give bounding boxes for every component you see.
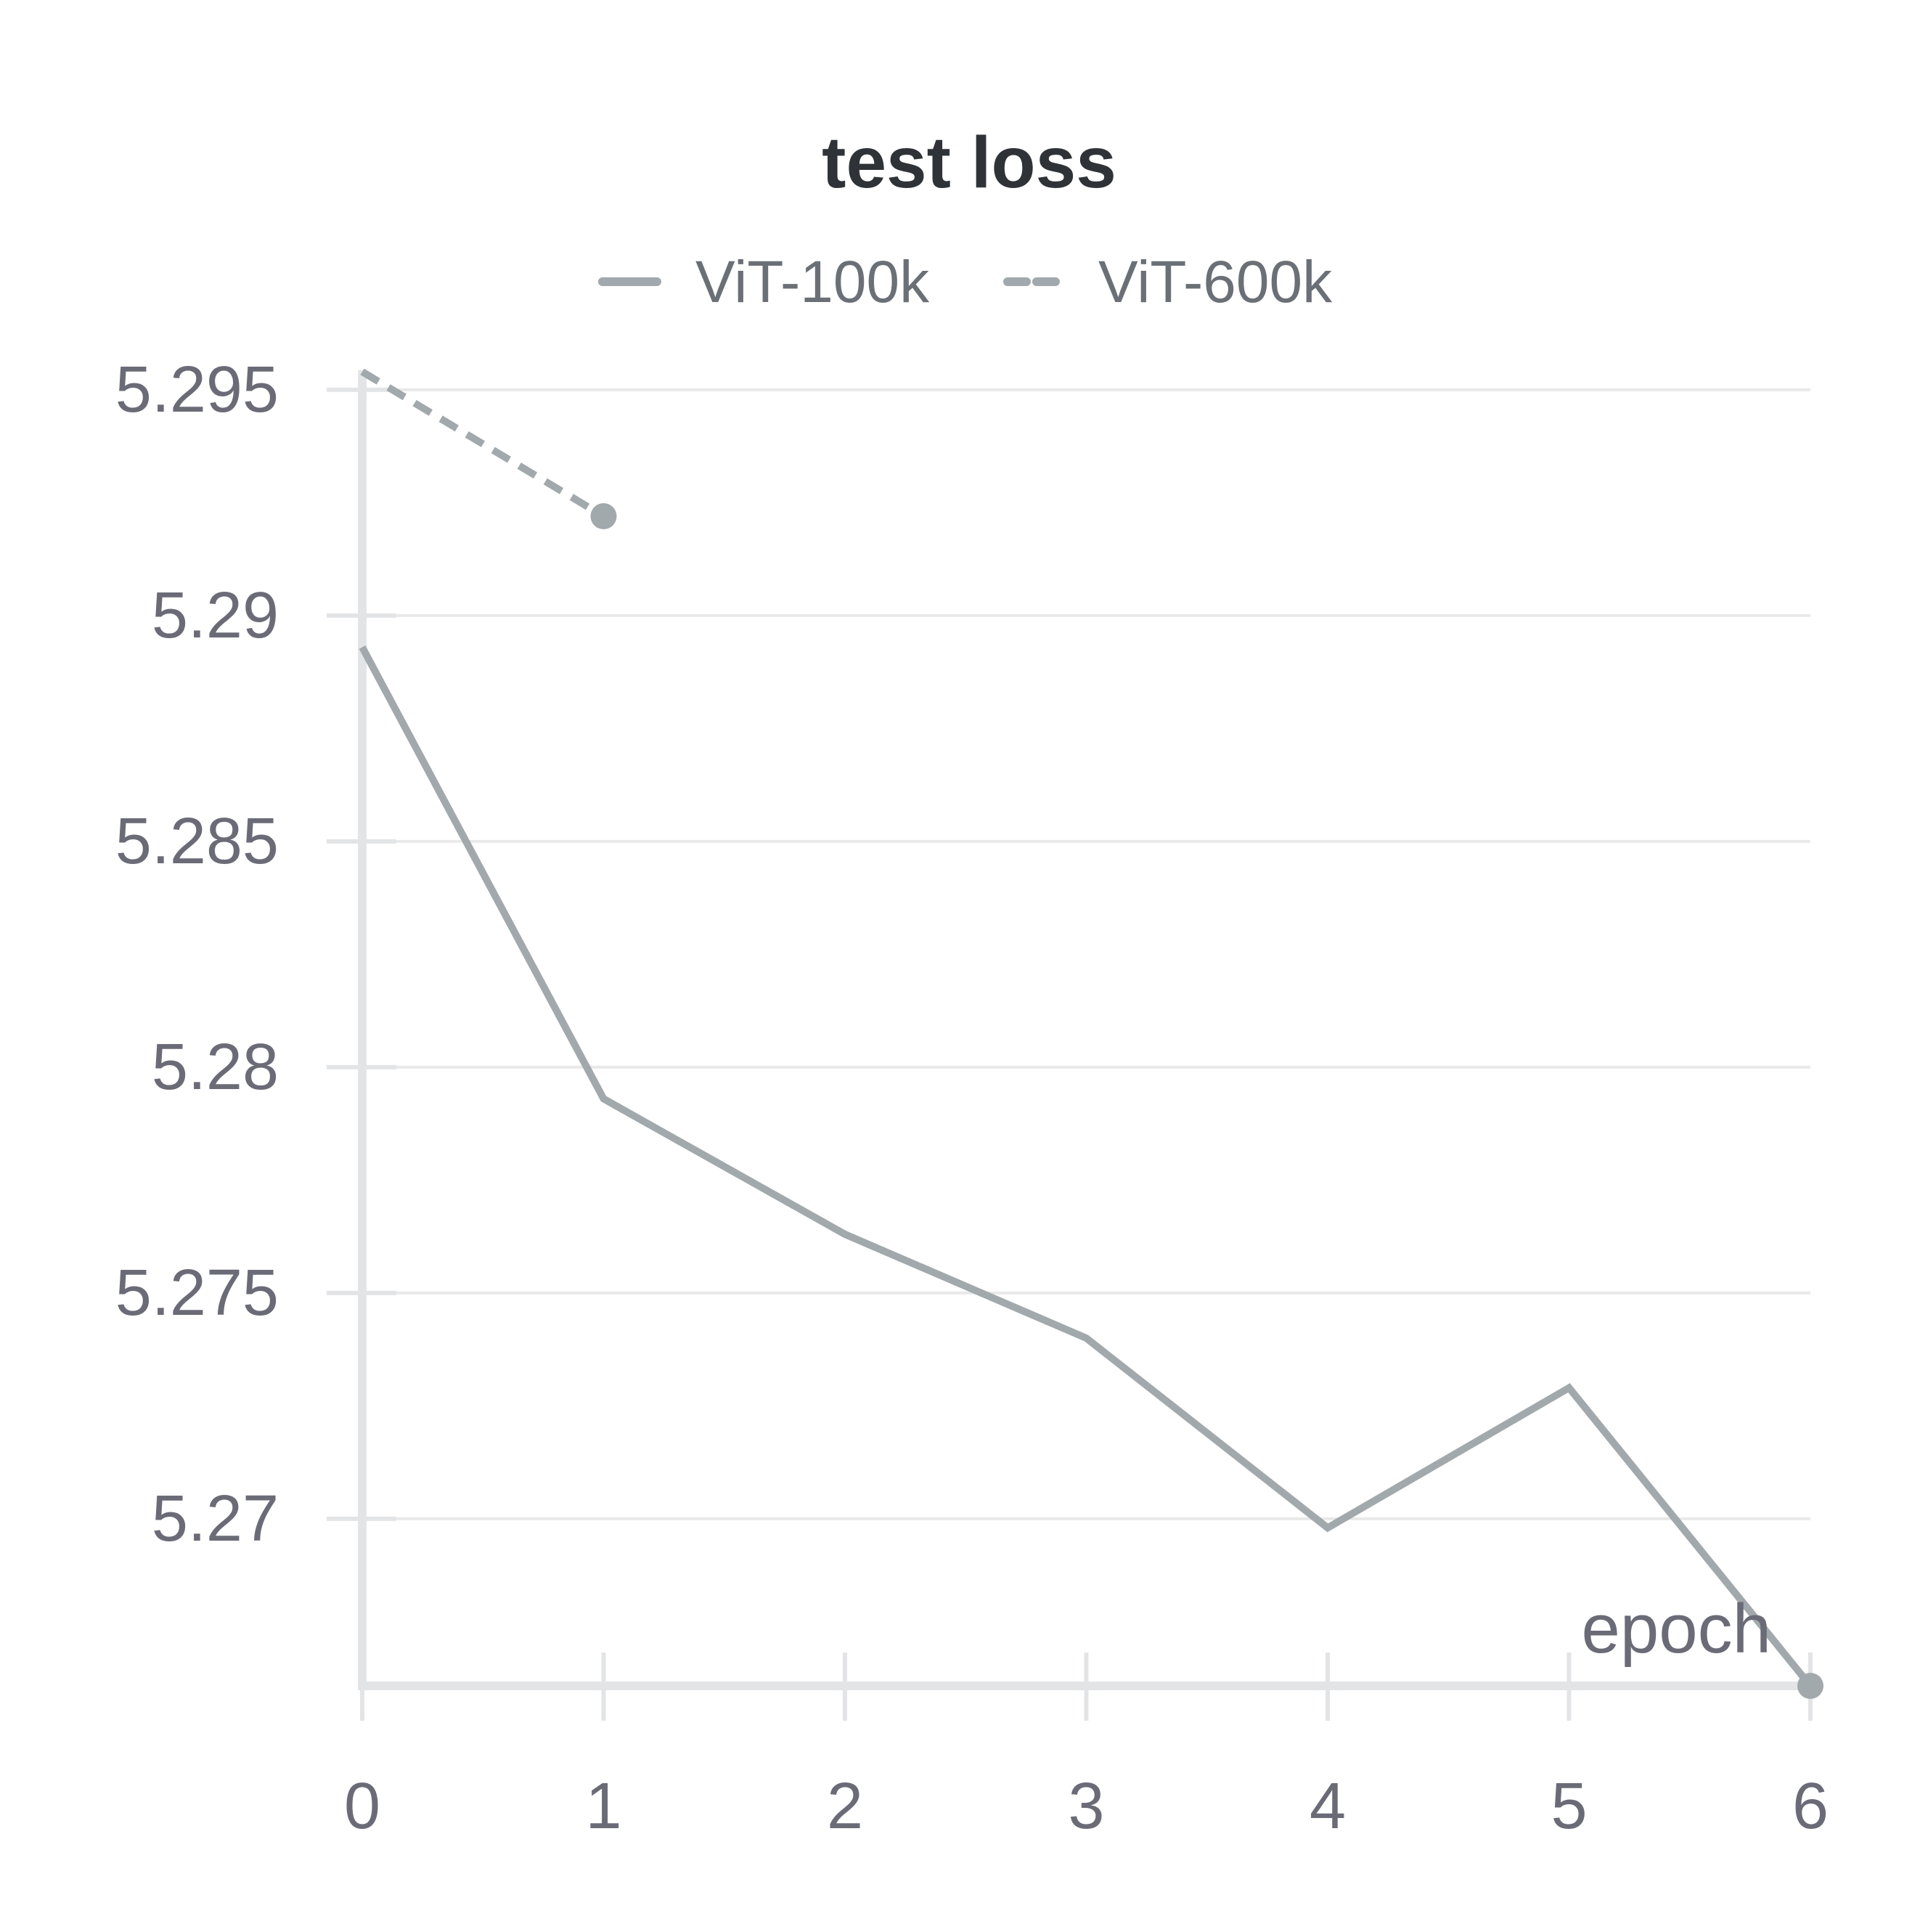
x-tick-label: 4: [1310, 1770, 1346, 1843]
series-line-vit-100k: [359, 645, 1813, 1689]
chart-title: test loss: [822, 122, 1116, 203]
y-tick-label: 5.285: [115, 805, 279, 878]
grid-lines: [327, 388, 1810, 1520]
x-tick-label: 6: [1792, 1770, 1829, 1843]
legend-label-vit-600k: ViT-600k: [1098, 249, 1333, 315]
legend: ViT-100k ViT-600k: [598, 249, 1333, 315]
y-tick-label: 5.28: [152, 1031, 279, 1104]
y-tick-label: 5.275: [115, 1257, 279, 1329]
y-tick-label: 5.27: [152, 1483, 279, 1555]
y-tick-label: 5.29: [152, 579, 279, 652]
series-line-vit-600k: [360, 368, 606, 520]
legend-label-vit-100k: ViT-100k: [695, 249, 930, 315]
x-axis-label: epoch: [1581, 1590, 1771, 1668]
y-tick-label: 5.295: [115, 354, 279, 426]
series-end-point-vit-600k: [590, 503, 617, 530]
x-tick-label: 5: [1551, 1770, 1587, 1843]
x-tick-label: 1: [585, 1770, 621, 1843]
x-tick-label: 2: [827, 1770, 863, 1843]
series-lines: [359, 368, 1823, 1699]
x-tick-label: 0: [344, 1770, 380, 1843]
tick-labels: 5.27 5.275 5.28 5.285 5.29 5.295 0 1 2 3 4 5 6: [115, 354, 1829, 1843]
axes: [327, 370, 1813, 1721]
x-tick-label: 3: [1068, 1770, 1104, 1843]
series-end-point-vit-100k: [1797, 1673, 1823, 1699]
